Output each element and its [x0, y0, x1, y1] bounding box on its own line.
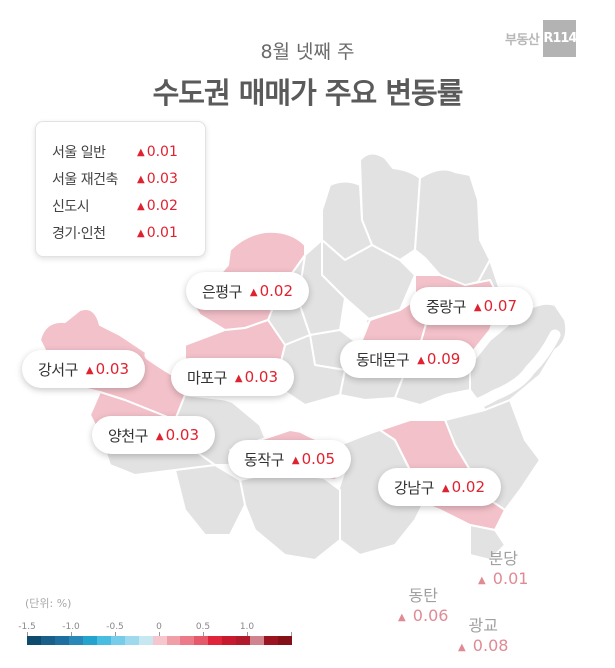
- summary-panel: 서울 일반 ▲ 0.01 서울 재건축 ▲ 0.03 신도시 ▲ 0.02 경기·인천…: [35, 121, 206, 257]
- up-triangle-icon: ▲: [137, 173, 145, 185]
- summary-label: 신도시: [52, 198, 90, 215]
- tick-mark: [247, 632, 248, 638]
- newtown-bundang: 분당 ▲ 0.01: [478, 549, 529, 588]
- legend-swatch: [236, 636, 251, 645]
- summary-value: ▲ 0.01: [137, 224, 178, 241]
- legend-swatch: [152, 636, 167, 645]
- summary-row: 경기·인천 ▲ 0.01: [52, 219, 205, 246]
- legend-swatch: [138, 636, 153, 645]
- legend-swatch: [124, 636, 139, 645]
- page-title: 수도권 매매가 주요 변동률: [152, 76, 464, 110]
- district-label-gangnam: 강남구 ▲ 0.02: [378, 468, 502, 506]
- tick-mark: [203, 632, 204, 638]
- district-label-mapo: 마포구 ▲ 0.03: [171, 358, 295, 396]
- legend-swatch: [54, 636, 69, 645]
- han-river: [144, 329, 561, 446]
- legend-swatch: [208, 636, 223, 645]
- district-label-jungnang: 중랑구 ▲ 0.07: [410, 287, 534, 325]
- up-triangle-icon: ▲: [441, 483, 450, 494]
- summary-label: 서울 일반: [52, 144, 106, 161]
- up-triangle-icon: ▲: [137, 200, 145, 212]
- district-label-dongdaemun: 동대문구 ▲ 0.09: [340, 340, 477, 378]
- brand-logo: 부동산 R114: [505, 20, 577, 57]
- newtown-dongtan: 동탄 ▲ 0.06: [398, 586, 449, 625]
- tick-mark: [27, 632, 28, 638]
- tick-mark: [159, 632, 160, 638]
- newtown-gwanggyo: 광교 ▲ 0.08: [458, 616, 509, 655]
- district-label-dongjak: 동작구 ▲ 0.05: [228, 440, 352, 478]
- up-triangle-icon: ▲: [155, 431, 164, 442]
- up-triangle-icon: ▲: [137, 146, 145, 158]
- summary-row: 신도시 ▲ 0.02: [52, 192, 205, 219]
- legend-swatch: [68, 636, 83, 645]
- up-triangle-icon: ▲: [234, 373, 243, 384]
- legend-unit: (단위: %): [25, 597, 72, 610]
- legend-swatch: [180, 636, 195, 645]
- tick-mark: [71, 632, 72, 638]
- district-label-yangcheon: 양천구 ▲ 0.03: [92, 416, 216, 454]
- up-triangle-icon: ▲: [249, 287, 258, 298]
- district-gwanak: [239, 469, 341, 561]
- logo-text: 부동산: [505, 33, 540, 48]
- summary-value: ▲ 0.01: [137, 143, 178, 160]
- tick-mark: [115, 632, 116, 638]
- up-triangle-icon: ▲: [458, 642, 466, 653]
- up-triangle-icon: ▲: [478, 575, 486, 586]
- legend-swatch: [194, 636, 209, 645]
- legend-swatch: [166, 636, 181, 645]
- legend-color-scale: [27, 636, 293, 645]
- district-label-gangseo: 강서구 ▲ 0.03: [22, 350, 146, 388]
- legend-swatch: [264, 636, 279, 645]
- up-triangle-icon: ▲: [137, 227, 145, 239]
- summary-value: ▲ 0.03: [137, 170, 178, 187]
- legend-swatch: [96, 636, 111, 645]
- up-triangle-icon: ▲: [417, 355, 425, 366]
- up-triangle-icon: ▲: [473, 302, 482, 313]
- summary-label: 경기·인천: [52, 225, 106, 242]
- summary-row: 서울 재건축 ▲ 0.03: [52, 165, 205, 192]
- legend-swatch: [250, 636, 265, 645]
- district-geumcheon: [174, 464, 246, 536]
- logo-box: R114: [543, 20, 577, 57]
- district-nowon: [414, 168, 491, 289]
- up-triangle-icon: ▲: [398, 612, 406, 623]
- up-triangle-icon: ▲: [291, 455, 300, 466]
- legend-ticks: -1.5 -1.0 -0.5 0 0.5 1.0: [18, 622, 255, 632]
- district-label-eunpyeong: 은평구 ▲ 0.02: [186, 272, 310, 310]
- page-subtitle: 8월 넷째 주: [260, 41, 355, 63]
- tick-mark: [291, 632, 292, 638]
- summary-row: 서울 일반 ▲ 0.01: [52, 138, 205, 165]
- legend-swatch: [278, 636, 293, 645]
- legend-swatch: [222, 636, 237, 645]
- legend-swatch: [82, 636, 97, 645]
- legend-swatch: [27, 636, 41, 645]
- summary-value: ▲ 0.02: [137, 197, 178, 214]
- legend-swatch: [110, 636, 125, 645]
- up-triangle-icon: ▲: [85, 365, 94, 376]
- district-south-east: [469, 523, 507, 562]
- legend-swatch: [40, 636, 55, 645]
- summary-label: 서울 재건축: [52, 171, 118, 188]
